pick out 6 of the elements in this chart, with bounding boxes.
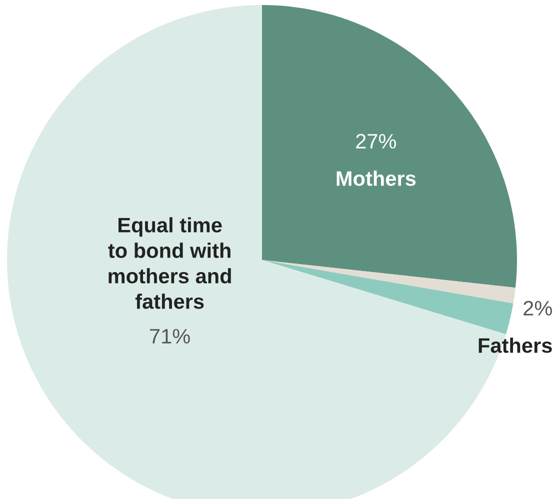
data-label: 2% xyxy=(524,300,552,316)
slice-label: Equal time to bond with mothers and fathers xyxy=(108,217,231,309)
slice-label: Fathers xyxy=(478,338,552,353)
data-label: 27% xyxy=(356,134,396,149)
data-label: 71% xyxy=(150,328,190,344)
slice-label: Mothers xyxy=(336,170,416,186)
